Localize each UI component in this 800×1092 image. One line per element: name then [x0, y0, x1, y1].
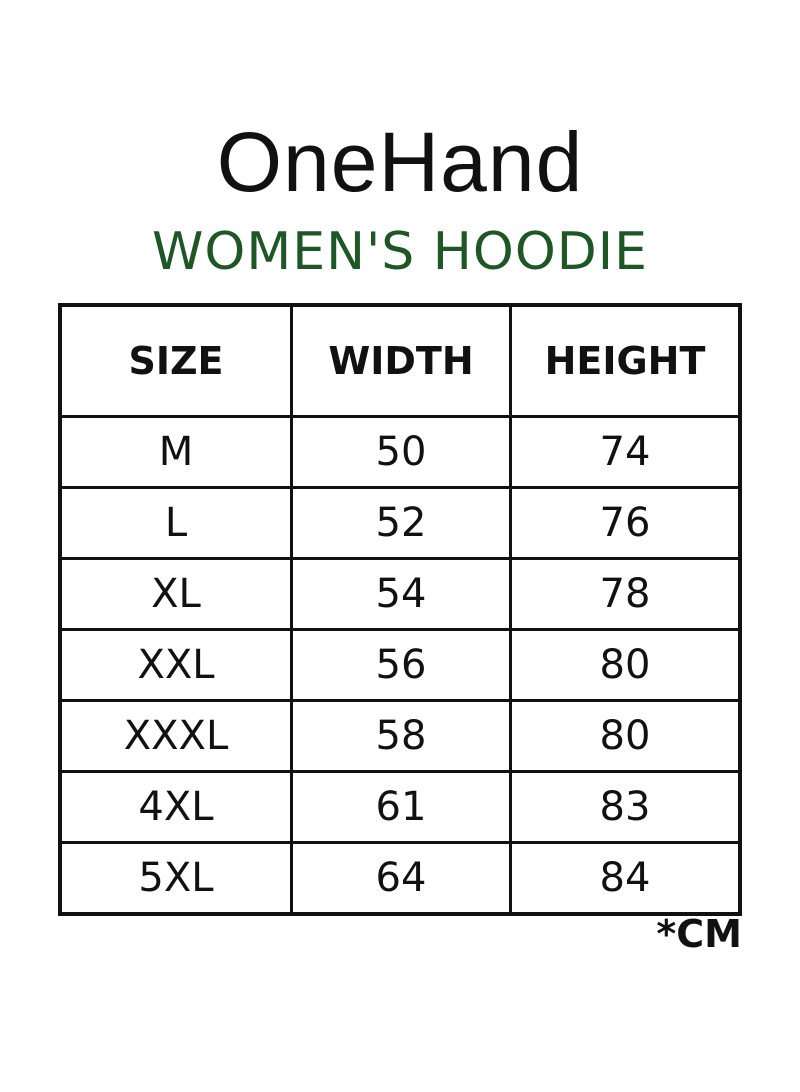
size-chart-table: SIZE WIDTH HEIGHT M 50 74 L 52 76 XL 54 78 XXL…	[58, 303, 742, 916]
table-row: XXL 56 80	[58, 628, 742, 702]
size-cell: L	[58, 486, 293, 560]
table-row: L 52 76	[58, 486, 742, 560]
size-cell: XXL	[58, 628, 293, 702]
width-cell: 52	[290, 486, 512, 560]
height-cell: 76	[509, 486, 742, 560]
header-width: WIDTH	[290, 303, 512, 418]
header-height: HEIGHT	[509, 303, 742, 418]
height-cell: 80	[509, 628, 742, 702]
height-cell: 78	[509, 557, 742, 631]
size-cell: M	[58, 415, 293, 489]
brand-logo: OneHand	[216, 115, 584, 209]
width-cell: 61	[290, 770, 512, 844]
size-cell: XXXL	[58, 699, 293, 773]
header-size: SIZE	[58, 303, 293, 418]
height-cell: 84	[509, 841, 742, 916]
height-cell: 80	[509, 699, 742, 773]
table-row: M 50 74	[58, 415, 742, 489]
table-header-row: SIZE WIDTH HEIGHT	[58, 303, 742, 418]
height-cell: 74	[509, 415, 742, 489]
width-cell: 64	[290, 841, 512, 916]
width-cell: 54	[290, 557, 512, 631]
size-cell: 5XL	[58, 841, 293, 916]
width-cell: 58	[290, 699, 512, 773]
height-cell: 83	[509, 770, 742, 844]
table-row: 5XL 64 84	[58, 841, 742, 916]
table-row: XL 54 78	[58, 557, 742, 631]
table-row: 4XL 61 83	[58, 770, 742, 844]
size-cell: 4XL	[58, 770, 293, 844]
product-title: WOMEN'S HOODIE	[152, 222, 648, 282]
unit-note: *CM	[656, 912, 742, 956]
width-cell: 56	[290, 628, 512, 702]
width-cell: 50	[290, 415, 512, 489]
table-row: XXXL 58 80	[58, 699, 742, 773]
size-cell: XL	[58, 557, 293, 631]
